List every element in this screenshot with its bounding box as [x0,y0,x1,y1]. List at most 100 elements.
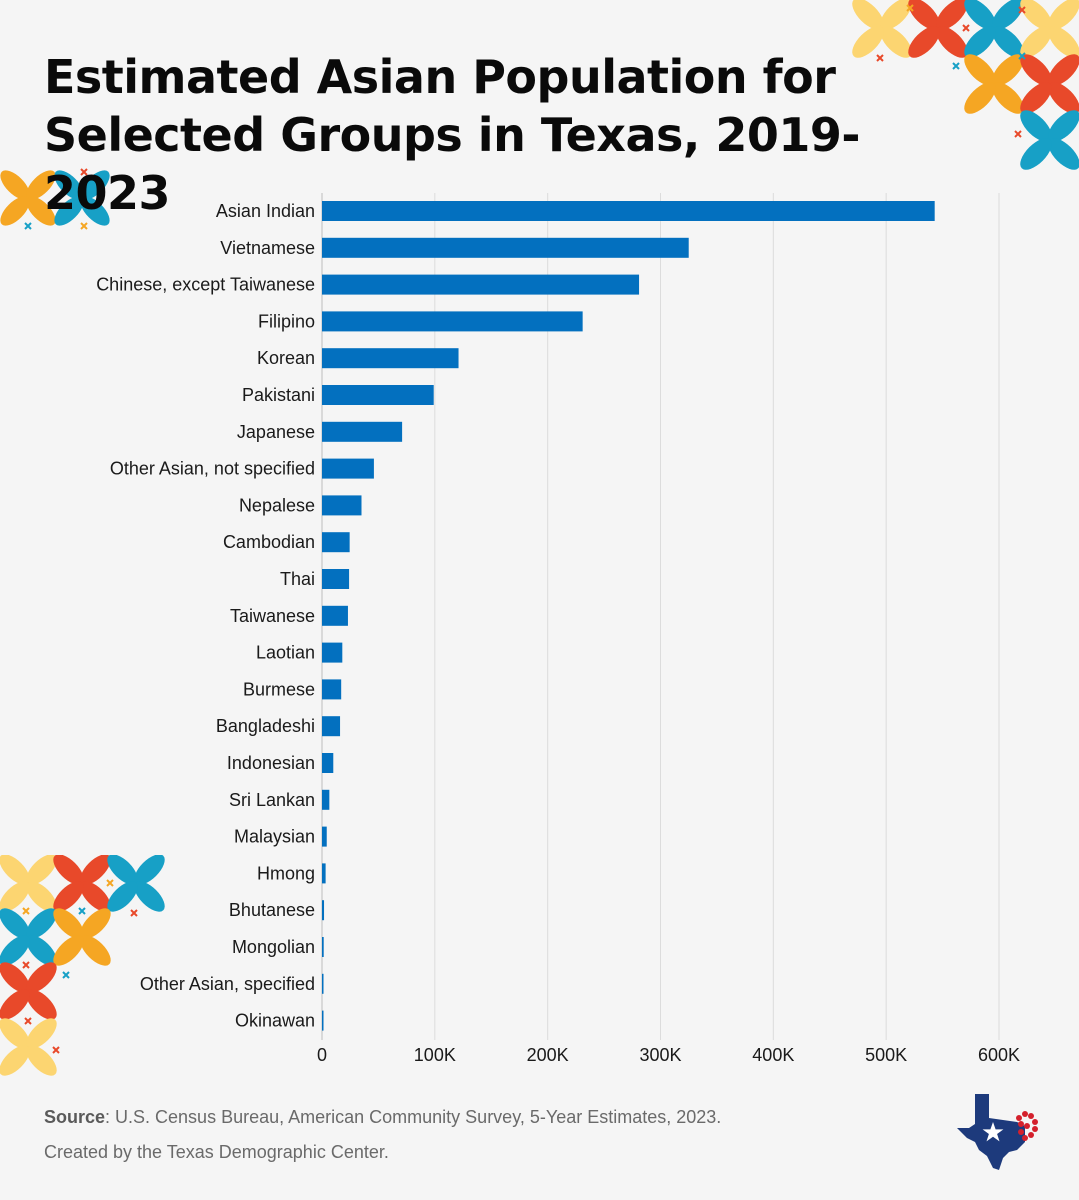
flower-icon [964,54,1024,114]
x-tick-label: 100K [414,1045,456,1065]
category-label: Indonesian [227,753,315,773]
source-line: Source: U.S. Census Bureau, American Com… [44,1100,721,1135]
category-label: Laotian [256,643,315,663]
category-label: Asian Indian [216,201,315,221]
sparkle-icon [22,961,30,969]
bar [322,900,325,921]
chart-title: Estimated Asian Population for Selected … [44,48,924,222]
category-label: Chinese, except Taiwanese [96,275,315,295]
sparkle-icon [80,222,88,230]
bar [322,1010,324,1031]
category-label: Vietnamese [220,238,315,258]
category-label: Okinawan [235,1011,315,1031]
category-label: Burmese [243,679,315,699]
logo-people-dots-icon [1016,1111,1038,1141]
bar [322,826,327,847]
source-text: : U.S. Census Bureau, American Community… [105,1107,722,1127]
bar [322,311,583,332]
sparkle-icon [962,24,970,32]
x-tick-label: 500K [865,1045,907,1065]
bar [322,863,326,884]
flower-icon [1020,54,1079,114]
sparkle-icon [906,4,914,12]
x-tick-label: 200K [527,1045,569,1065]
sparkle-icon [952,62,960,70]
bar [322,679,342,700]
bar [322,385,434,405]
created-by-line: Created by the Texas Demographic Center. [44,1142,389,1162]
category-label: Cambodian [223,532,315,552]
flower-icon [53,908,111,966]
category-label: Japanese [237,422,315,442]
sparkle-icon [62,971,70,979]
sparkle-icon [24,1017,32,1025]
flower-icon [908,0,968,58]
bar [322,421,403,442]
category-label: Mongolian [232,937,315,957]
flower-icon [0,170,56,226]
bar [322,569,350,589]
texas-demographic-center-logo [957,1094,1038,1170]
bar [322,789,330,810]
category-label: Thai [280,569,315,589]
bar [322,716,341,737]
category-label: Bhutanese [229,900,315,920]
sparkle-icon [130,909,138,917]
flower-icon [964,0,1024,58]
sparkle-icon [106,879,114,887]
sparkle-icon [78,907,86,915]
x-tick-label: 400K [752,1045,794,1065]
sparkle-icon [1014,130,1022,138]
star-icon [982,1122,1004,1142]
sparkle-icon [1018,52,1026,60]
flower-icon [1020,110,1079,170]
category-label: Nepalese [239,495,315,515]
bar-layer [322,201,935,1031]
title-line-1: Estimated Asian Population for [44,50,836,104]
bar [322,201,935,221]
footer: Source: U.S. Census Bureau, American Com… [44,1100,721,1170]
flower-icon [53,855,111,912]
flower-icon [0,908,57,966]
sparkle-icon [876,54,884,62]
bar [322,532,350,553]
category-label: Other Asian, not specified [110,459,315,479]
bar [322,237,689,258]
flower-icon [0,962,57,1020]
category-label: Other Asian, specified [140,974,315,994]
source-label: Source [44,1107,106,1127]
flower-icon [852,0,912,58]
category-label: Malaysian [234,827,315,847]
category-label: Pakistani [242,385,315,405]
bar [322,973,324,994]
x-tick-label: 600K [978,1045,1020,1065]
bar [322,458,374,479]
decorative-flowers-left-mid [0,168,110,230]
bar [322,937,324,957]
bar [322,642,343,663]
title-line-2: Selected Groups in Texas, 2019-2023 [44,108,861,220]
bar [322,495,362,516]
flower-icon [1020,0,1079,58]
x-axis-ticks: 0 100K 200K 300K 400K 500K 600K [317,1045,1020,1065]
bar-chart: Asian Indian Vietnamese Chinese, except Ta… [96,193,1020,1065]
x-tick-label: 300K [639,1045,681,1065]
decorative-flowers-bottom-left [0,855,165,1076]
flower-icon [0,1018,57,1076]
category-labels: Asian Indian Vietnamese Chinese, except Ta… [96,201,315,1031]
flower-icon [107,855,165,912]
category-label: Sri Lankan [229,790,315,810]
x-tick-label: 0 [317,1045,327,1065]
bar [322,274,640,295]
sparkle-icon [1018,6,1026,14]
bar [322,753,334,773]
sparkle-icon [22,907,30,915]
decorative-flowers-top-right [852,0,1079,170]
category-label: Hmong [257,863,315,883]
sparkle-icon [52,1046,60,1054]
flower-icon [0,855,57,912]
category-label: Bangladeshi [216,716,315,736]
bar [322,605,348,626]
category-label: Korean [257,348,315,368]
